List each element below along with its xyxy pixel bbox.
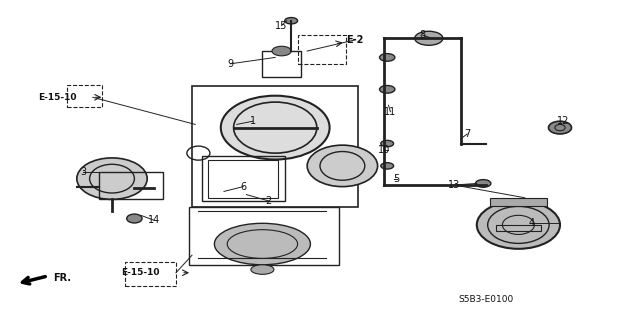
Bar [490,198,547,206]
Bar [208,160,278,198]
Text: 12: 12 [557,116,570,126]
Bar [202,156,285,201]
Ellipse shape [251,265,274,274]
Bar [125,262,176,286]
Bar [99,172,163,199]
Text: 11: 11 [384,107,397,117]
Text: 6: 6 [240,182,246,192]
Bar [67,85,102,107]
Text: 9: 9 [227,59,234,69]
Text: 1: 1 [250,116,256,126]
Bar [262,51,301,77]
Text: 2: 2 [266,196,272,206]
Ellipse shape [548,121,572,134]
Text: 8: 8 [419,30,426,40]
Ellipse shape [380,54,395,61]
Text: S5B3-E0100: S5B3-E0100 [459,295,514,304]
Ellipse shape [477,201,560,249]
Text: E-15-10: E-15-10 [122,268,160,277]
Text: 7: 7 [464,129,470,139]
Bar [192,86,358,207]
Ellipse shape [127,214,142,223]
Text: 5: 5 [394,174,400,184]
Ellipse shape [285,18,298,24]
Bar [496,225,541,231]
Ellipse shape [221,96,330,160]
Text: 3: 3 [80,167,86,177]
Text: 10: 10 [378,145,390,155]
Text: E-2: E-2 [346,35,364,45]
Ellipse shape [381,163,394,169]
Text: 13: 13 [448,180,461,190]
Text: 15: 15 [275,20,288,31]
Ellipse shape [77,158,147,199]
Text: E-15-10: E-15-10 [38,93,77,102]
Bar [298,35,346,64]
Text: 14: 14 [147,215,160,225]
Bar [189,207,339,265]
Text: FR.: FR. [53,273,71,283]
Ellipse shape [380,85,395,93]
Ellipse shape [272,46,291,56]
Ellipse shape [381,140,394,147]
Ellipse shape [476,180,491,187]
Ellipse shape [415,31,443,45]
Ellipse shape [307,145,378,187]
Ellipse shape [214,223,310,265]
Text: 4: 4 [528,218,534,228]
